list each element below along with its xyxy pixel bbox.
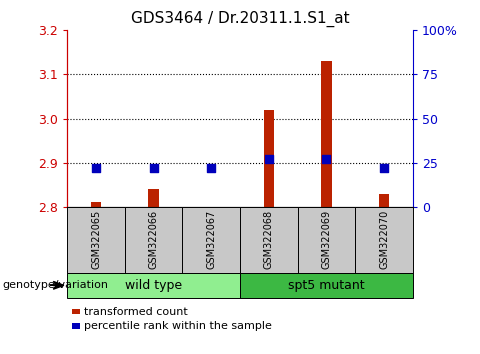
Bar [148,189,159,207]
Text: wild type: wild type [125,279,182,292]
Text: GSM322070: GSM322070 [379,210,389,269]
Text: transformed count: transformed count [84,307,187,316]
Bar [91,202,101,207]
Bar [264,110,274,207]
Text: percentile rank within the sample: percentile rank within the sample [84,321,271,331]
Text: GSM322068: GSM322068 [264,210,274,269]
Point [380,165,388,171]
Text: GSM322069: GSM322069 [322,210,331,269]
Bar [321,61,332,207]
Title: GDS3464 / Dr.20311.1.S1_at: GDS3464 / Dr.20311.1.S1_at [131,11,349,27]
Text: GSM322065: GSM322065 [91,210,101,269]
Text: GSM322067: GSM322067 [206,210,216,269]
Point [150,165,157,171]
Bar [379,194,389,207]
Text: spt5 mutant: spt5 mutant [288,279,365,292]
Point [265,156,273,162]
Point [207,165,215,171]
Point [92,165,100,171]
Text: genotype/variation: genotype/variation [2,280,108,290]
Text: GSM322066: GSM322066 [149,210,158,269]
Point [323,156,330,162]
